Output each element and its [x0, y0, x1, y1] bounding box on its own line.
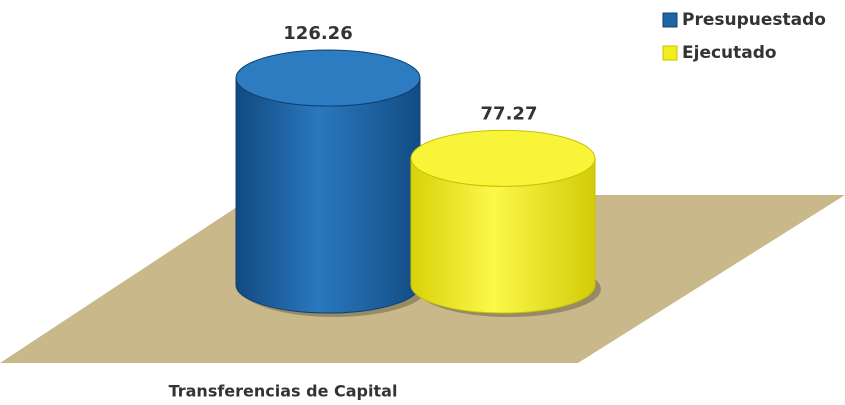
category-label: Transferencias de Capital [169, 382, 398, 401]
value-label: 77.27 [481, 103, 538, 124]
legend-swatch [662, 12, 678, 28]
cylinder-top [235, 49, 421, 107]
value-label: 126.26 [283, 23, 352, 44]
cylinder [235, 77, 421, 314]
legend-label: Presupuestado [682, 10, 826, 30]
legend-label: Ejecutado [682, 43, 777, 63]
cylinder-top [410, 129, 596, 187]
legend-swatch [662, 45, 678, 61]
